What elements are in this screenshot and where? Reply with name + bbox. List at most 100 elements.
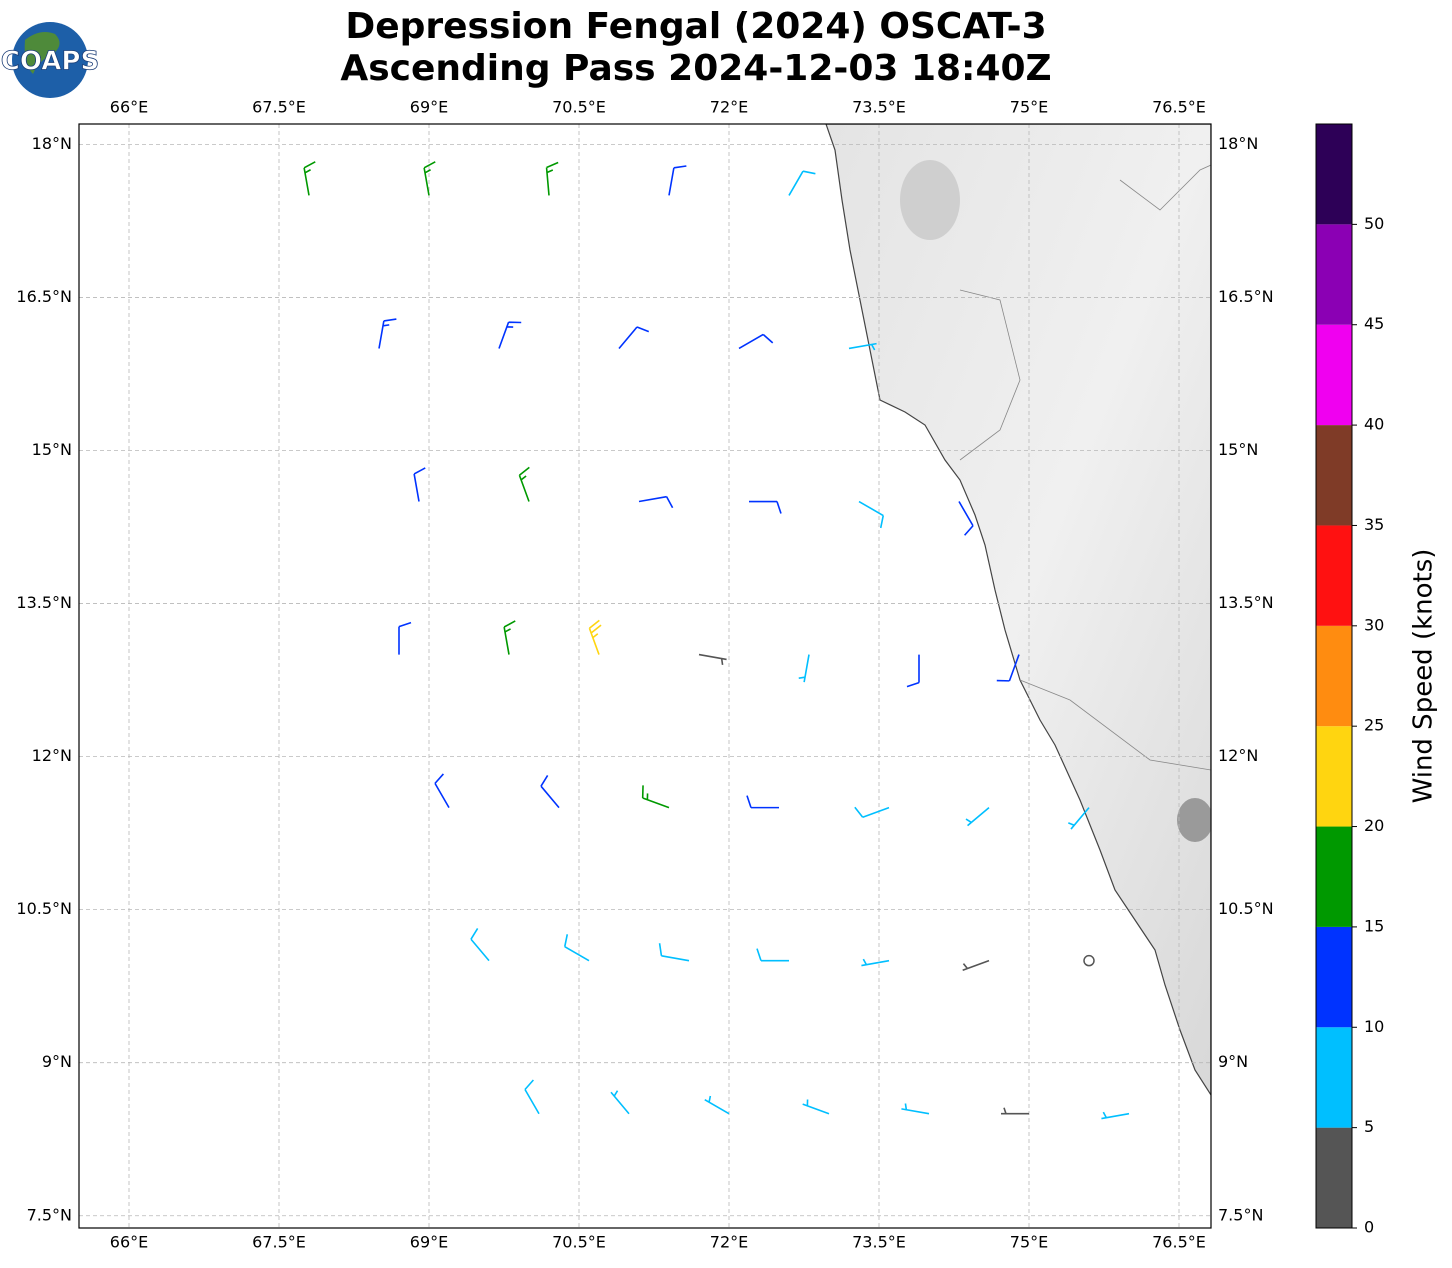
wind-barb [1068,807,1090,830]
x-tick-label: 73.5°E [852,98,906,117]
y-tick-label: 12°N [1218,746,1258,765]
x-tick-label: 73.5°E [852,1233,906,1252]
wind-barb [858,500,885,529]
y-tick-label: 7.5°N [27,1205,72,1224]
wind-barb [413,467,426,502]
land [825,124,1211,1097]
wind-barb [518,466,530,502]
map-frame [78,123,1212,1229]
x-tick-label: 72°E [710,1233,748,1252]
wind-barb [503,620,516,655]
wind-barb [861,958,890,967]
y-tick-label: 16.5°N [16,287,72,306]
wind-barb [901,1103,930,1115]
wind-barb [704,1095,730,1115]
grid [79,124,1211,1228]
wind-barb [962,959,990,972]
colorbar-segment [1316,425,1352,526]
colorbar-segment [1316,926,1352,1028]
borders [959,164,1211,771]
ticks: 66°E 66°E 67.5°E 67.5°E 69°E 69°E 70.5°E 70.5°E… [16,98,1273,1252]
y-tick-label: 13.5°N [1218,593,1274,612]
wind-barb [738,333,774,350]
x-tick-label: 67.5°E [252,98,306,117]
colorbar-tick-label: 15 [1364,916,1384,935]
wind-barb [749,500,782,514]
x-tick-label: 76.5°E [1152,1233,1206,1252]
chart-title: Depression Fengal (2024) OSCAT-3 [345,6,1046,47]
y-tick-label: 9°N [1218,1052,1248,1071]
colorbar-segment [1316,525,1352,626]
x-tick-label: 66°E [110,1233,148,1252]
wind-barb [303,161,316,196]
colorbar-tick-label: 50 [1364,214,1384,233]
wind-barb [788,170,816,196]
wind-barb [618,326,650,349]
x-tick-label: 75°E [1010,1233,1048,1252]
chart-subtitle: Ascending Pass 2024-12-03 18:40Z [340,48,1051,89]
logo-land [24,32,60,74]
wind-barb [668,165,687,196]
y-tick-label: 10.5°N [16,899,72,918]
wind-barb [641,785,670,809]
y-tick-label: 7.5°N [1218,1205,1263,1224]
wind-barb [470,928,490,962]
wind-barb [658,943,690,962]
colorbar-segment [1316,224,1352,325]
colorbar: 0 5 10 15 20 25 30 35 40 45 50 [1315,123,1384,1237]
wind-barb [398,621,412,655]
wind-barb [958,501,974,536]
colorbar-segment [1316,1027,1352,1128]
x-tick-label: 66°E [110,98,148,117]
wind-barb [423,161,436,196]
y-tick-label: 15°N [1218,440,1258,459]
y-tick-label: 18°N [1218,134,1258,153]
wind-barb [698,653,727,665]
y-tick-label: 12°N [32,746,72,765]
colorbar-tick-label: 5 [1364,1117,1374,1136]
wind-barb [1101,1111,1130,1120]
map-area [79,124,1211,1228]
wind-barb [1001,1107,1029,1115]
y-tick-label: 10.5°N [1218,899,1274,918]
colorbar-tick-label: 40 [1364,415,1384,434]
wind-barb [854,806,890,818]
x-tick-label: 70.5°E [552,98,606,117]
colorbar-segment [1316,1127,1352,1228]
colorbar-tick-label: 45 [1364,314,1384,333]
y-tick-label: 15°N [32,440,72,459]
colorbar-segment [1316,726,1352,827]
x-tick-label: 69°E [410,98,448,117]
colorbar-tick-label: 30 [1364,615,1384,634]
terrain [900,160,960,240]
colorbar-tick-label: 0 [1364,1218,1374,1237]
colorbar-tick-label: 25 [1364,716,1384,735]
calm-barb [1083,954,1095,967]
terrain [1177,798,1211,842]
wind-barb [848,342,877,351]
x-tick-label: 76.5°E [1152,98,1206,117]
x-tick-label: 72°E [710,98,748,117]
wind-barb [756,948,789,962]
wind-barb [378,318,397,349]
x-tick-label: 69°E [410,1233,448,1252]
colorbar-segment [1316,324,1352,426]
wind-barb [906,654,920,688]
colorbar-tick-label: 20 [1364,816,1384,835]
wind-barb [798,654,810,683]
colorbar-segment [1316,826,1352,927]
wind-barb [540,774,560,809]
x-tick-label: 67.5°E [252,1233,306,1252]
wind-barb [524,1079,540,1115]
wind-barb [746,795,779,809]
wind-barb [802,1099,830,1115]
y-tick-label: 16.5°N [1218,287,1274,306]
wind-barb [610,1090,630,1115]
colorbar-label: Wind Speed (knots) [1409,549,1439,804]
y-tick-label: 9°N [42,1052,72,1071]
y-tick-label: 13.5°N [16,593,72,612]
wind-barb [498,321,522,349]
wind-barb [996,654,1020,682]
